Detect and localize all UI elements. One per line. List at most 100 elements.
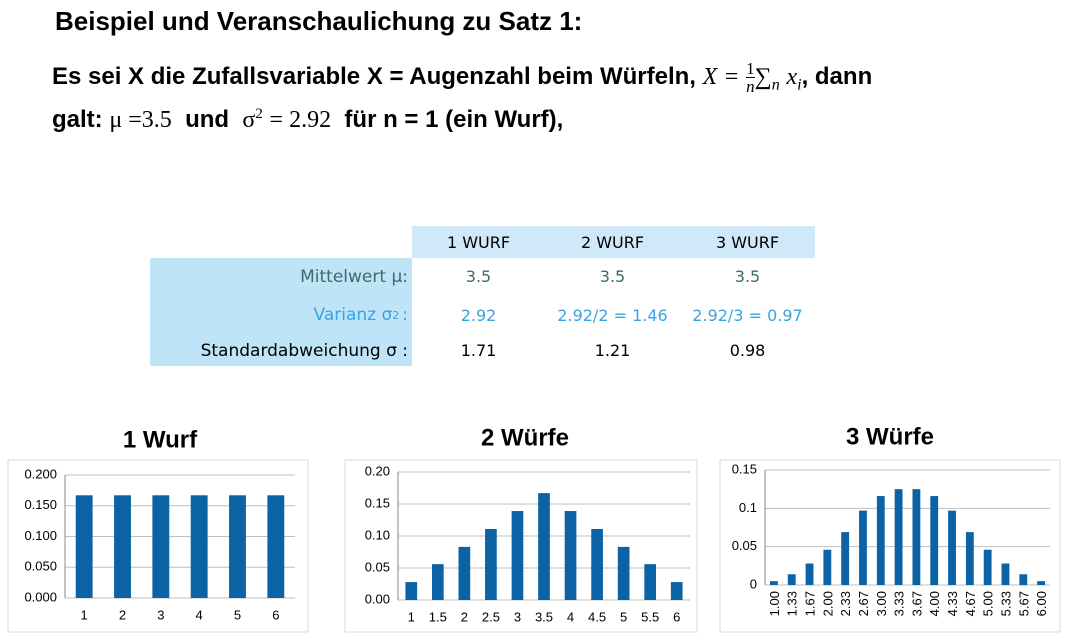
- y-tick-label: 0.150: [24, 497, 57, 512]
- table-cell: 2.92/2 = 1.46: [557, 305, 668, 325]
- y-tick-label: 0.1: [739, 500, 757, 515]
- bar: [983, 549, 992, 585]
- bar: [75, 495, 93, 598]
- y-tick-label: 0.20: [365, 463, 390, 478]
- x-tick-label: 3: [157, 607, 164, 622]
- header-cell: 2 WURF: [580, 232, 645, 252]
- bar: [267, 495, 285, 598]
- formula-lhs: X =: [702, 63, 740, 90]
- x-tick-label: 5: [620, 609, 627, 624]
- label-sup: 2: [392, 308, 400, 322]
- text: Es sei X die Zufallsvariable X = Augenza…: [52, 62, 696, 90]
- x-tick-label: 5.33: [998, 591, 1013, 616]
- bar: [458, 546, 471, 600]
- text: und: [185, 106, 230, 133]
- table-cell: 3.5: [599, 267, 626, 286]
- header-cell: 1 WURF: [446, 232, 511, 252]
- bar: [805, 563, 814, 585]
- chart-frame: [719, 459, 1061, 633]
- bar: [859, 510, 867, 585]
- table-cell: 3.5: [734, 267, 761, 286]
- numerator: 1: [746, 59, 755, 78]
- y-tick-label: 0.000: [24, 589, 57, 604]
- row-label: Mittelwert μ:: [150, 258, 412, 295]
- x-tick-label: 1: [81, 607, 88, 622]
- text: , dann: [801, 62, 873, 90]
- bar: [538, 493, 550, 600]
- table-cell: 2.92/3 = 0.97: [692, 305, 803, 325]
- bar: [152, 495, 170, 598]
- chart-frame: [344, 459, 698, 633]
- x-tick-label: 1: [408, 609, 415, 624]
- text: für n = 1 (ein Wurf),: [344, 106, 564, 133]
- chart-title: 3 Würfe: [846, 423, 934, 450]
- x-tick-label: 1.33: [785, 591, 800, 616]
- text: galt:: [52, 106, 103, 133]
- x-tick-label: 6: [272, 607, 279, 622]
- sum: ∑: [754, 63, 772, 90]
- y-tick-label: 0.10: [365, 527, 390, 542]
- x-tick-label: 5.67: [1016, 591, 1031, 616]
- x-tick-label: 3.00: [874, 591, 889, 616]
- bar: [948, 510, 956, 585]
- table-cell: 1.71: [460, 341, 497, 360]
- x-tick-label: 5.00: [981, 591, 996, 616]
- bar: [1019, 574, 1028, 585]
- bar: [912, 489, 921, 585]
- bar: [485, 528, 497, 600]
- x-tick-label: 6: [673, 609, 680, 624]
- sigma-value: = 2.92: [269, 107, 332, 133]
- mu: μ =3.5: [109, 107, 172, 133]
- bar: [841, 532, 850, 585]
- bar: [114, 495, 131, 598]
- bar: [511, 511, 524, 600]
- table-cell: 0.98: [729, 341, 766, 360]
- intro-line-2: galt: μ =3.5 und σ2 = 2.92 für n = 1 (ei…: [52, 106, 563, 134]
- intro-line-1: Es sei X die Zufallsvariable X = Augenza…: [52, 60, 872, 95]
- bar: [644, 564, 657, 600]
- sum-sub: n: [771, 76, 780, 94]
- label-end: :: [402, 305, 408, 325]
- bar: [965, 532, 974, 585]
- bar: [1037, 581, 1046, 585]
- bar: [823, 549, 832, 585]
- chart-title: 2 Würfe: [481, 424, 569, 451]
- bar: [591, 528, 603, 600]
- x-tick-label: 2.5: [482, 609, 500, 624]
- sigma-sup: 2: [255, 106, 263, 122]
- chart-frame: [7, 459, 309, 633]
- bar: [617, 546, 630, 600]
- bar: [431, 564, 444, 600]
- var-sub: i: [797, 76, 802, 94]
- denominator: n: [746, 77, 755, 96]
- x-tick-label: 4: [567, 609, 574, 624]
- x-tick-label: 2.33: [838, 591, 853, 616]
- x-tick-label: 4.33: [945, 591, 960, 616]
- y-tick-label: 0.00: [365, 591, 390, 606]
- table-cell: 1.21: [594, 341, 631, 360]
- bar: [190, 495, 208, 598]
- bar: [405, 582, 418, 600]
- bar: [564, 511, 577, 600]
- y-tick-label: 0.15: [732, 461, 757, 476]
- y-tick-label: 0: [750, 576, 757, 591]
- table-cell: 2.92: [460, 305, 497, 325]
- x-tick-label: 3.33: [892, 591, 907, 616]
- bar: [894, 489, 903, 585]
- x-tick-label: 6.00: [1034, 591, 1049, 616]
- x-tick-label: 3.67: [909, 591, 924, 616]
- label-text: Standardabweichung σ :: [200, 340, 408, 361]
- x-tick-label: 4.5: [588, 609, 606, 624]
- bar: [769, 581, 778, 585]
- bar: [229, 495, 246, 598]
- x-tick-label: 3: [514, 609, 521, 624]
- header-cell: 3 WURF: [715, 232, 780, 252]
- x-tick-label: 1.5: [429, 609, 447, 624]
- y-tick-label: 0.05: [365, 559, 390, 574]
- x-tick-label: 5: [234, 607, 241, 622]
- header-bg: [412, 226, 815, 258]
